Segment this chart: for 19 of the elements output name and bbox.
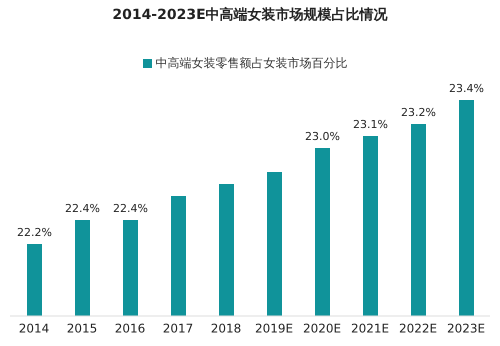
x-tick-label: 2023E: [446, 322, 486, 336]
data-label: 23.0%: [305, 130, 340, 143]
x-tick-label: 2014: [18, 322, 50, 336]
x-tick-label: 2020E: [302, 322, 342, 336]
x-tick-label: 2016: [114, 322, 146, 336]
x-tick-label: 2017: [162, 322, 194, 336]
x-tick-label: 2019E: [254, 322, 294, 336]
data-label: 22.4%: [113, 202, 148, 215]
x-tick-label: 2015: [66, 322, 98, 336]
data-label: 22.4%: [65, 202, 100, 215]
data-label: 23.4%: [449, 82, 484, 95]
x-tick-label: 2018: [210, 322, 242, 336]
data-label: 22.2%: [17, 226, 52, 239]
data-label: 23.1%: [353, 118, 388, 131]
data-label: 23.2%: [401, 106, 436, 119]
x-tick-label: 2022E: [398, 322, 438, 336]
chart-title: 2014-2023E中高端女装市场规模占比情况: [111, 6, 389, 24]
x-tick-label: 2021E: [350, 322, 390, 336]
legend-label: 中高端女装零售额占女装市场百分比: [156, 56, 348, 70]
